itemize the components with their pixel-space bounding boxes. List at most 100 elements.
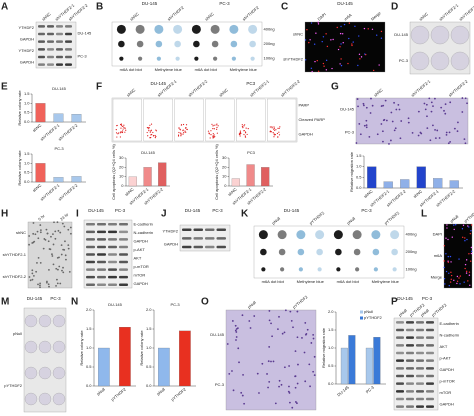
cell bbox=[267, 386, 269, 389]
cell bbox=[290, 319, 293, 322]
bar bbox=[433, 178, 443, 189]
dot bbox=[210, 24, 220, 34]
panel-letter: D bbox=[391, 2, 398, 13]
band bbox=[97, 268, 106, 271]
well bbox=[52, 366, 66, 380]
cell bbox=[363, 124, 366, 127]
group-label: PC-3 bbox=[115, 208, 126, 213]
cell bbox=[63, 248, 66, 251]
cell bbox=[306, 29, 308, 31]
band bbox=[416, 321, 424, 324]
band bbox=[108, 268, 117, 271]
dot bbox=[261, 267, 266, 272]
band bbox=[406, 321, 414, 324]
flow-plot bbox=[174, 98, 204, 142]
event bbox=[180, 135, 182, 137]
band bbox=[86, 268, 95, 271]
event bbox=[213, 134, 215, 136]
band bbox=[38, 48, 45, 51]
band bbox=[416, 382, 424, 385]
x-tick-label: shNC bbox=[227, 187, 238, 197]
cell bbox=[31, 242, 34, 244]
cell bbox=[417, 134, 420, 137]
event bbox=[207, 130, 210, 132]
cell bbox=[28, 243, 30, 246]
cell bbox=[36, 262, 38, 264]
row-label: DU-145 bbox=[340, 107, 355, 112]
event bbox=[244, 136, 247, 138]
dot bbox=[213, 56, 218, 61]
cell bbox=[322, 62, 325, 65]
cell bbox=[453, 127, 456, 130]
image-panel bbox=[393, 317, 439, 411]
cell bbox=[234, 324, 237, 327]
cell bbox=[46, 280, 48, 283]
cell bbox=[393, 129, 396, 132]
event bbox=[275, 129, 277, 131]
event bbox=[152, 131, 154, 134]
cell bbox=[48, 268, 50, 271]
band bbox=[416, 344, 424, 347]
column-label: pYTHDF2 bbox=[383, 210, 400, 226]
cell bbox=[294, 401, 297, 403]
cell bbox=[268, 346, 271, 348]
cell bbox=[458, 258, 460, 260]
y-tick-label: 1.5 bbox=[24, 151, 30, 156]
cell bbox=[444, 103, 447, 106]
band bbox=[119, 283, 128, 286]
band bbox=[119, 260, 128, 264]
cell bbox=[249, 327, 252, 329]
panel-letter: L bbox=[421, 209, 427, 220]
y-axis-label: Relative migration rate bbox=[349, 151, 354, 192]
flow-plot bbox=[143, 98, 173, 142]
dot bbox=[138, 56, 143, 61]
y-axis-label: Relative colony rate bbox=[139, 330, 144, 366]
cell bbox=[357, 64, 359, 67]
dot bbox=[211, 40, 219, 48]
side-label: GAPDH bbox=[134, 281, 148, 286]
event bbox=[273, 126, 275, 128]
cell bbox=[456, 275, 459, 278]
band bbox=[119, 275, 128, 279]
row-label: DAPI bbox=[433, 232, 442, 237]
bar bbox=[128, 176, 137, 187]
cell bbox=[313, 43, 316, 45]
band bbox=[182, 245, 192, 249]
band bbox=[86, 238, 95, 241]
row-label: pNull bbox=[13, 331, 22, 336]
side-label: mTOR bbox=[134, 272, 146, 277]
band bbox=[406, 336, 414, 339]
event bbox=[271, 127, 273, 129]
cell bbox=[470, 246, 473, 249]
cell bbox=[317, 70, 320, 72]
cell bbox=[365, 119, 368, 122]
cell bbox=[314, 60, 316, 63]
x-tick-label: shNC bbox=[31, 183, 42, 193]
event bbox=[149, 124, 151, 126]
y-tick-label: 1.0 bbox=[24, 160, 30, 165]
cell bbox=[231, 370, 233, 372]
cell bbox=[330, 39, 332, 41]
cell bbox=[434, 137, 437, 140]
cell bbox=[457, 121, 459, 124]
column-label: shYTHDF2 bbox=[166, 5, 185, 22]
cell bbox=[56, 256, 59, 259]
cell bbox=[39, 261, 42, 264]
band bbox=[426, 336, 434, 339]
cell bbox=[287, 390, 290, 393]
band bbox=[216, 228, 226, 231]
event bbox=[180, 124, 183, 126]
cell bbox=[296, 310, 299, 313]
cell bbox=[297, 363, 299, 366]
event bbox=[273, 133, 275, 135]
event bbox=[217, 125, 219, 127]
cell bbox=[467, 225, 469, 227]
cell bbox=[58, 265, 61, 268]
cell bbox=[42, 247, 45, 250]
cell bbox=[241, 314, 244, 317]
cell bbox=[268, 319, 271, 322]
side-label: 200ng bbox=[406, 249, 417, 254]
cell bbox=[339, 63, 341, 65]
bottom-label: m6A dot blot bbox=[120, 67, 143, 72]
band bbox=[205, 228, 215, 231]
